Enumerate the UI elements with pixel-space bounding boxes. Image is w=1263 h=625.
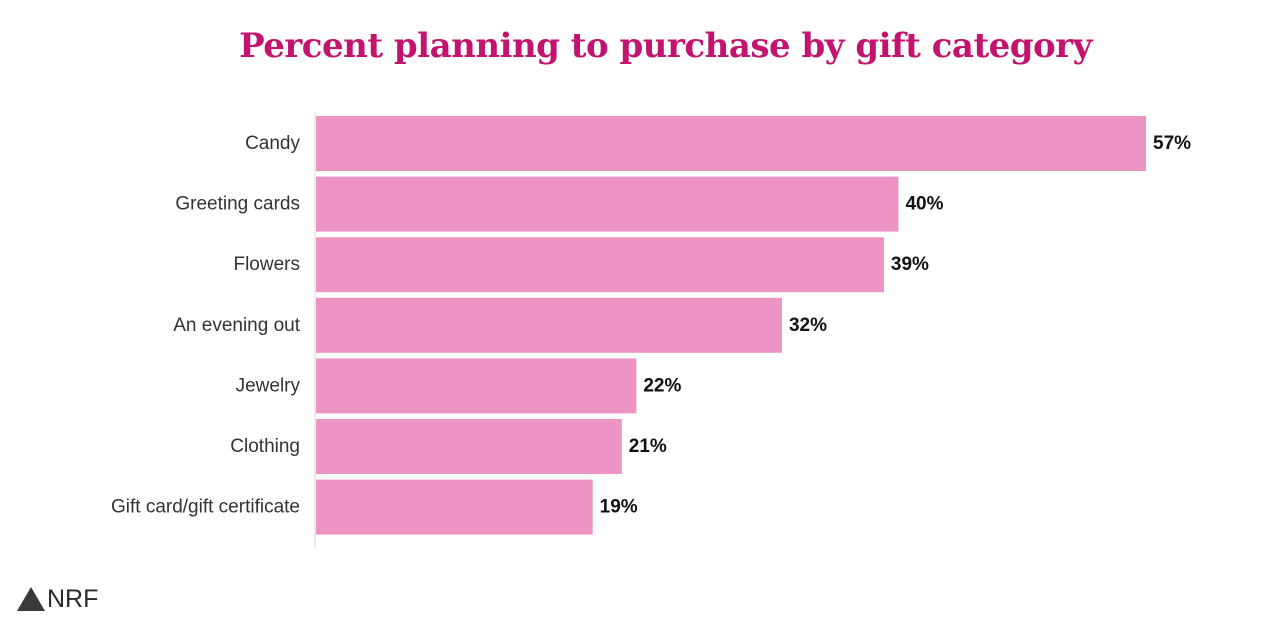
logo-text: NRF — [47, 585, 99, 613]
bar-greeting-cards — [316, 176, 899, 232]
value-label: 39% — [891, 254, 929, 275]
nrf-logo: NRF — [16, 585, 98, 613]
bars-group — [316, 116, 1146, 535]
category-label: Greeting cards — [175, 194, 300, 215]
category-label: Gift card/gift certificate — [111, 497, 300, 518]
value-label: 40% — [905, 194, 943, 215]
value-label: 57% — [1153, 133, 1191, 154]
category-label: An evening out — [173, 315, 300, 336]
bar-flowers — [316, 237, 884, 293]
category-label: Jewelry — [236, 375, 301, 396]
category-labels: Candy Greeting cards Flowers An evening out… — [111, 133, 301, 518]
bar-an-evening-out — [316, 297, 782, 353]
bar-chart: Candy Greeting cards Flowers An evening out… — [111, 112, 1191, 548]
value-label: 22% — [643, 375, 681, 396]
bar-gift-card-gift-certificate — [316, 479, 593, 535]
triangle-icon — [17, 587, 45, 611]
value-label: 19% — [600, 497, 638, 518]
value-labels: 57% 40% 39% 32% 22% 21% 19% — [600, 133, 1191, 518]
chart-title: Percent planning to purchase by gift cat… — [239, 26, 1092, 66]
category-label: Flowers — [233, 254, 300, 275]
bar-candy — [316, 116, 1146, 171]
value-label: 32% — [789, 315, 827, 336]
value-label: 21% — [629, 436, 667, 457]
bar-jewelry — [316, 358, 637, 414]
category-label: Clothing — [230, 436, 300, 457]
category-label: Candy — [245, 133, 300, 154]
bar-clothing — [316, 419, 622, 474]
